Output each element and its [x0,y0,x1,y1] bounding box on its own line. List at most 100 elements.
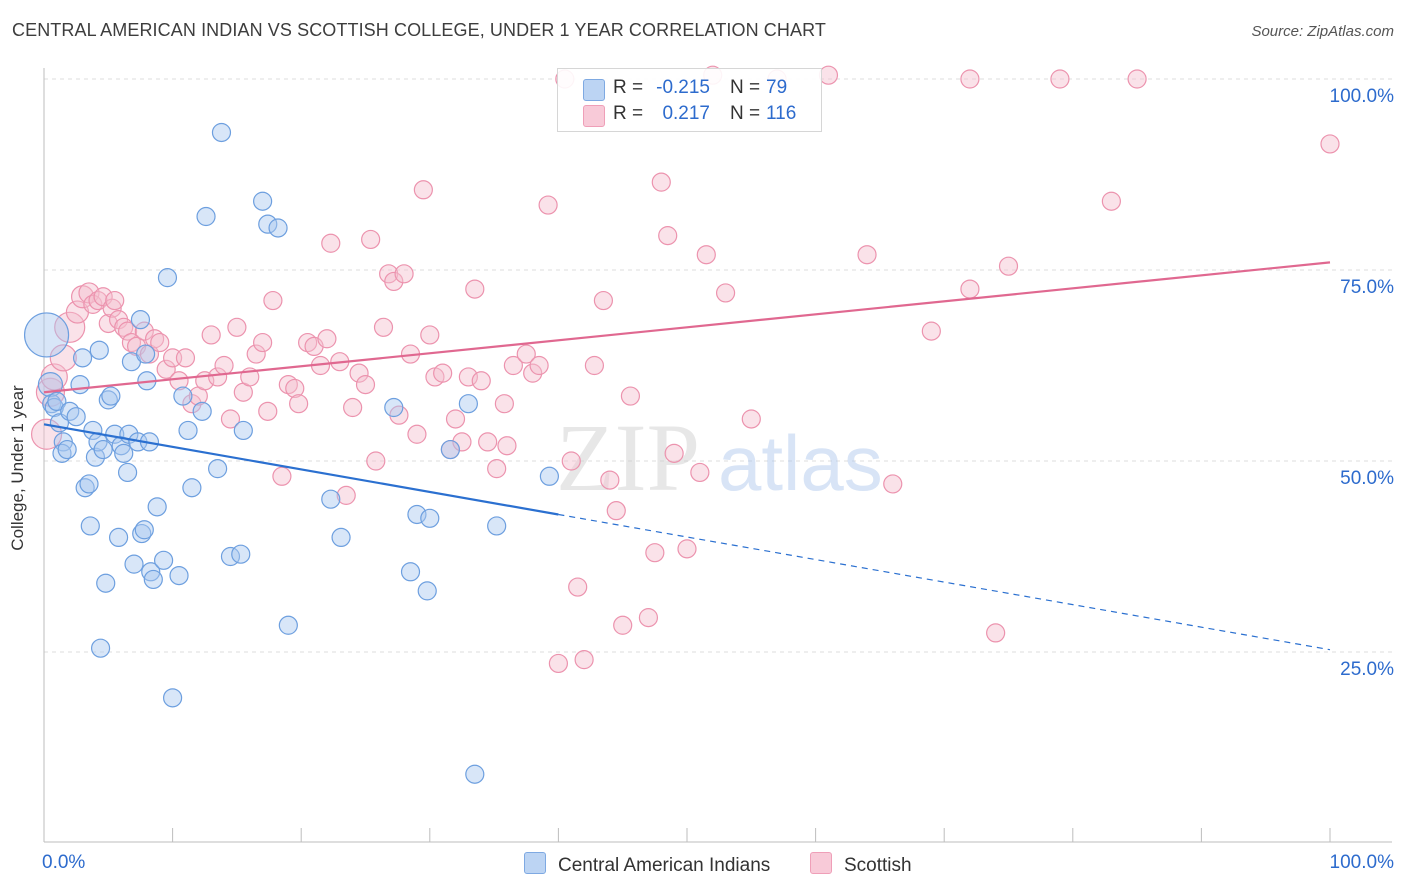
central-american-indian-points [23,122,559,784]
central-american-indian-point [93,439,113,460]
axes [43,68,1392,843]
central-american-indian-point [465,764,485,784]
central-american-indian-point [487,516,507,536]
scottish-point [208,367,228,387]
scottish-point [1050,69,1070,89]
scottish-point [664,443,684,463]
central-american-indian-point [278,615,298,635]
scottish-point [321,233,341,253]
scottish-point [253,332,273,353]
scottish-point [494,394,514,414]
central-american-indian-point [108,527,129,548]
central-american-indian-point [101,386,121,406]
scottish-point [1127,69,1147,89]
scottish-point [258,401,278,421]
central-american-indian-point [192,401,212,421]
scottish-point [407,424,427,444]
legend-swatch-pink [583,105,605,127]
scottish-point [658,226,678,246]
scottish-point [102,298,122,318]
scottish-point [677,539,697,559]
scottish-point [471,371,491,391]
scottish-point [201,325,221,345]
central-american-indian-point [182,478,202,498]
scottish-point [818,65,839,85]
scottish-point [516,344,536,364]
central-american-indian-point [233,420,253,441]
scottish-point [384,271,404,292]
central-american-indian-point [70,375,90,395]
central-american-indian-point [80,516,100,536]
scottish-point [651,172,671,192]
central-american-indian-point [440,439,460,460]
central-american-indian-point [85,447,106,467]
central-american-indian-point [384,397,404,418]
bottom-legend-swatch-blue [524,852,546,874]
legend-r-label: R = [613,77,644,98]
scottish-point [529,355,549,376]
scottish-point [134,321,154,341]
scottish-point [117,321,138,341]
legend-r-value: -0.215 [656,77,710,98]
central-american-indian-point [417,581,437,601]
scottish-point [857,245,877,265]
scottish-point [465,279,485,299]
scottish-point [696,245,716,265]
scottish-point [336,485,356,505]
scottish-point [561,451,581,471]
scottish-point [600,470,620,490]
grid-lines [44,78,1392,653]
central-american-indian-point [458,394,478,414]
central-american-indian-point [208,459,228,479]
scottish-point [568,577,588,597]
central-american-indian-point [57,439,77,460]
scottish-point [227,317,247,337]
central-american-indian-point [66,407,86,427]
central-american-indian-point [258,214,278,234]
y-axis-label: College, Under 1 year [8,385,27,551]
central-american-indian-point [539,466,559,486]
scottish-point [343,397,363,418]
chart-title: CENTRAL AMERICAN INDIAN VS SCOTTISH COLL… [12,20,826,40]
bottom-legend-item-blue: Central American Indians [524,852,770,877]
scottish-point [574,650,594,670]
central-american-indian-point [147,497,167,517]
scottish-point [105,290,125,311]
scottish-point [433,363,453,383]
legend-r-value: 0.217 [662,103,710,124]
scottish-point [413,180,433,200]
central-american-indian-trend-extension [558,513,1331,651]
central-american-indian-point [114,443,134,463]
scottish-point [960,69,980,89]
scottish-point [620,386,641,406]
central-american-indian-point [157,268,178,288]
scottish-point [121,332,142,353]
scottish-point [645,543,665,563]
central-american-indian-point [253,191,273,211]
central-american-indian-point [420,508,440,528]
central-american-indian-point [173,386,193,406]
central-american-indian-point [268,218,288,238]
watermark-atlas: atlas [718,419,883,507]
scottish-point [220,409,241,429]
scottish-point [355,375,376,395]
scottish-points [30,65,1340,674]
central-american-indian-point [321,489,341,509]
scottish-point [921,321,941,341]
x-tick-label: 100.0% [1329,852,1394,873]
scottish-point [98,313,118,334]
central-american-indian-point [130,310,151,330]
central-american-indian-point [79,474,99,494]
scottish-point [741,409,761,429]
central-american-indian-point [331,527,351,548]
scottish-point [150,332,170,353]
central-american-indian-point [178,420,198,441]
central-american-indian-point [153,550,174,570]
scottish-point [593,290,614,311]
scottish-point [960,279,980,299]
central-american-indian-point [135,344,156,364]
scottish-point [349,363,369,383]
bottom-legend-label: Scottish [844,855,912,876]
central-american-indian-point [407,504,427,525]
central-american-indian-point [163,688,183,708]
